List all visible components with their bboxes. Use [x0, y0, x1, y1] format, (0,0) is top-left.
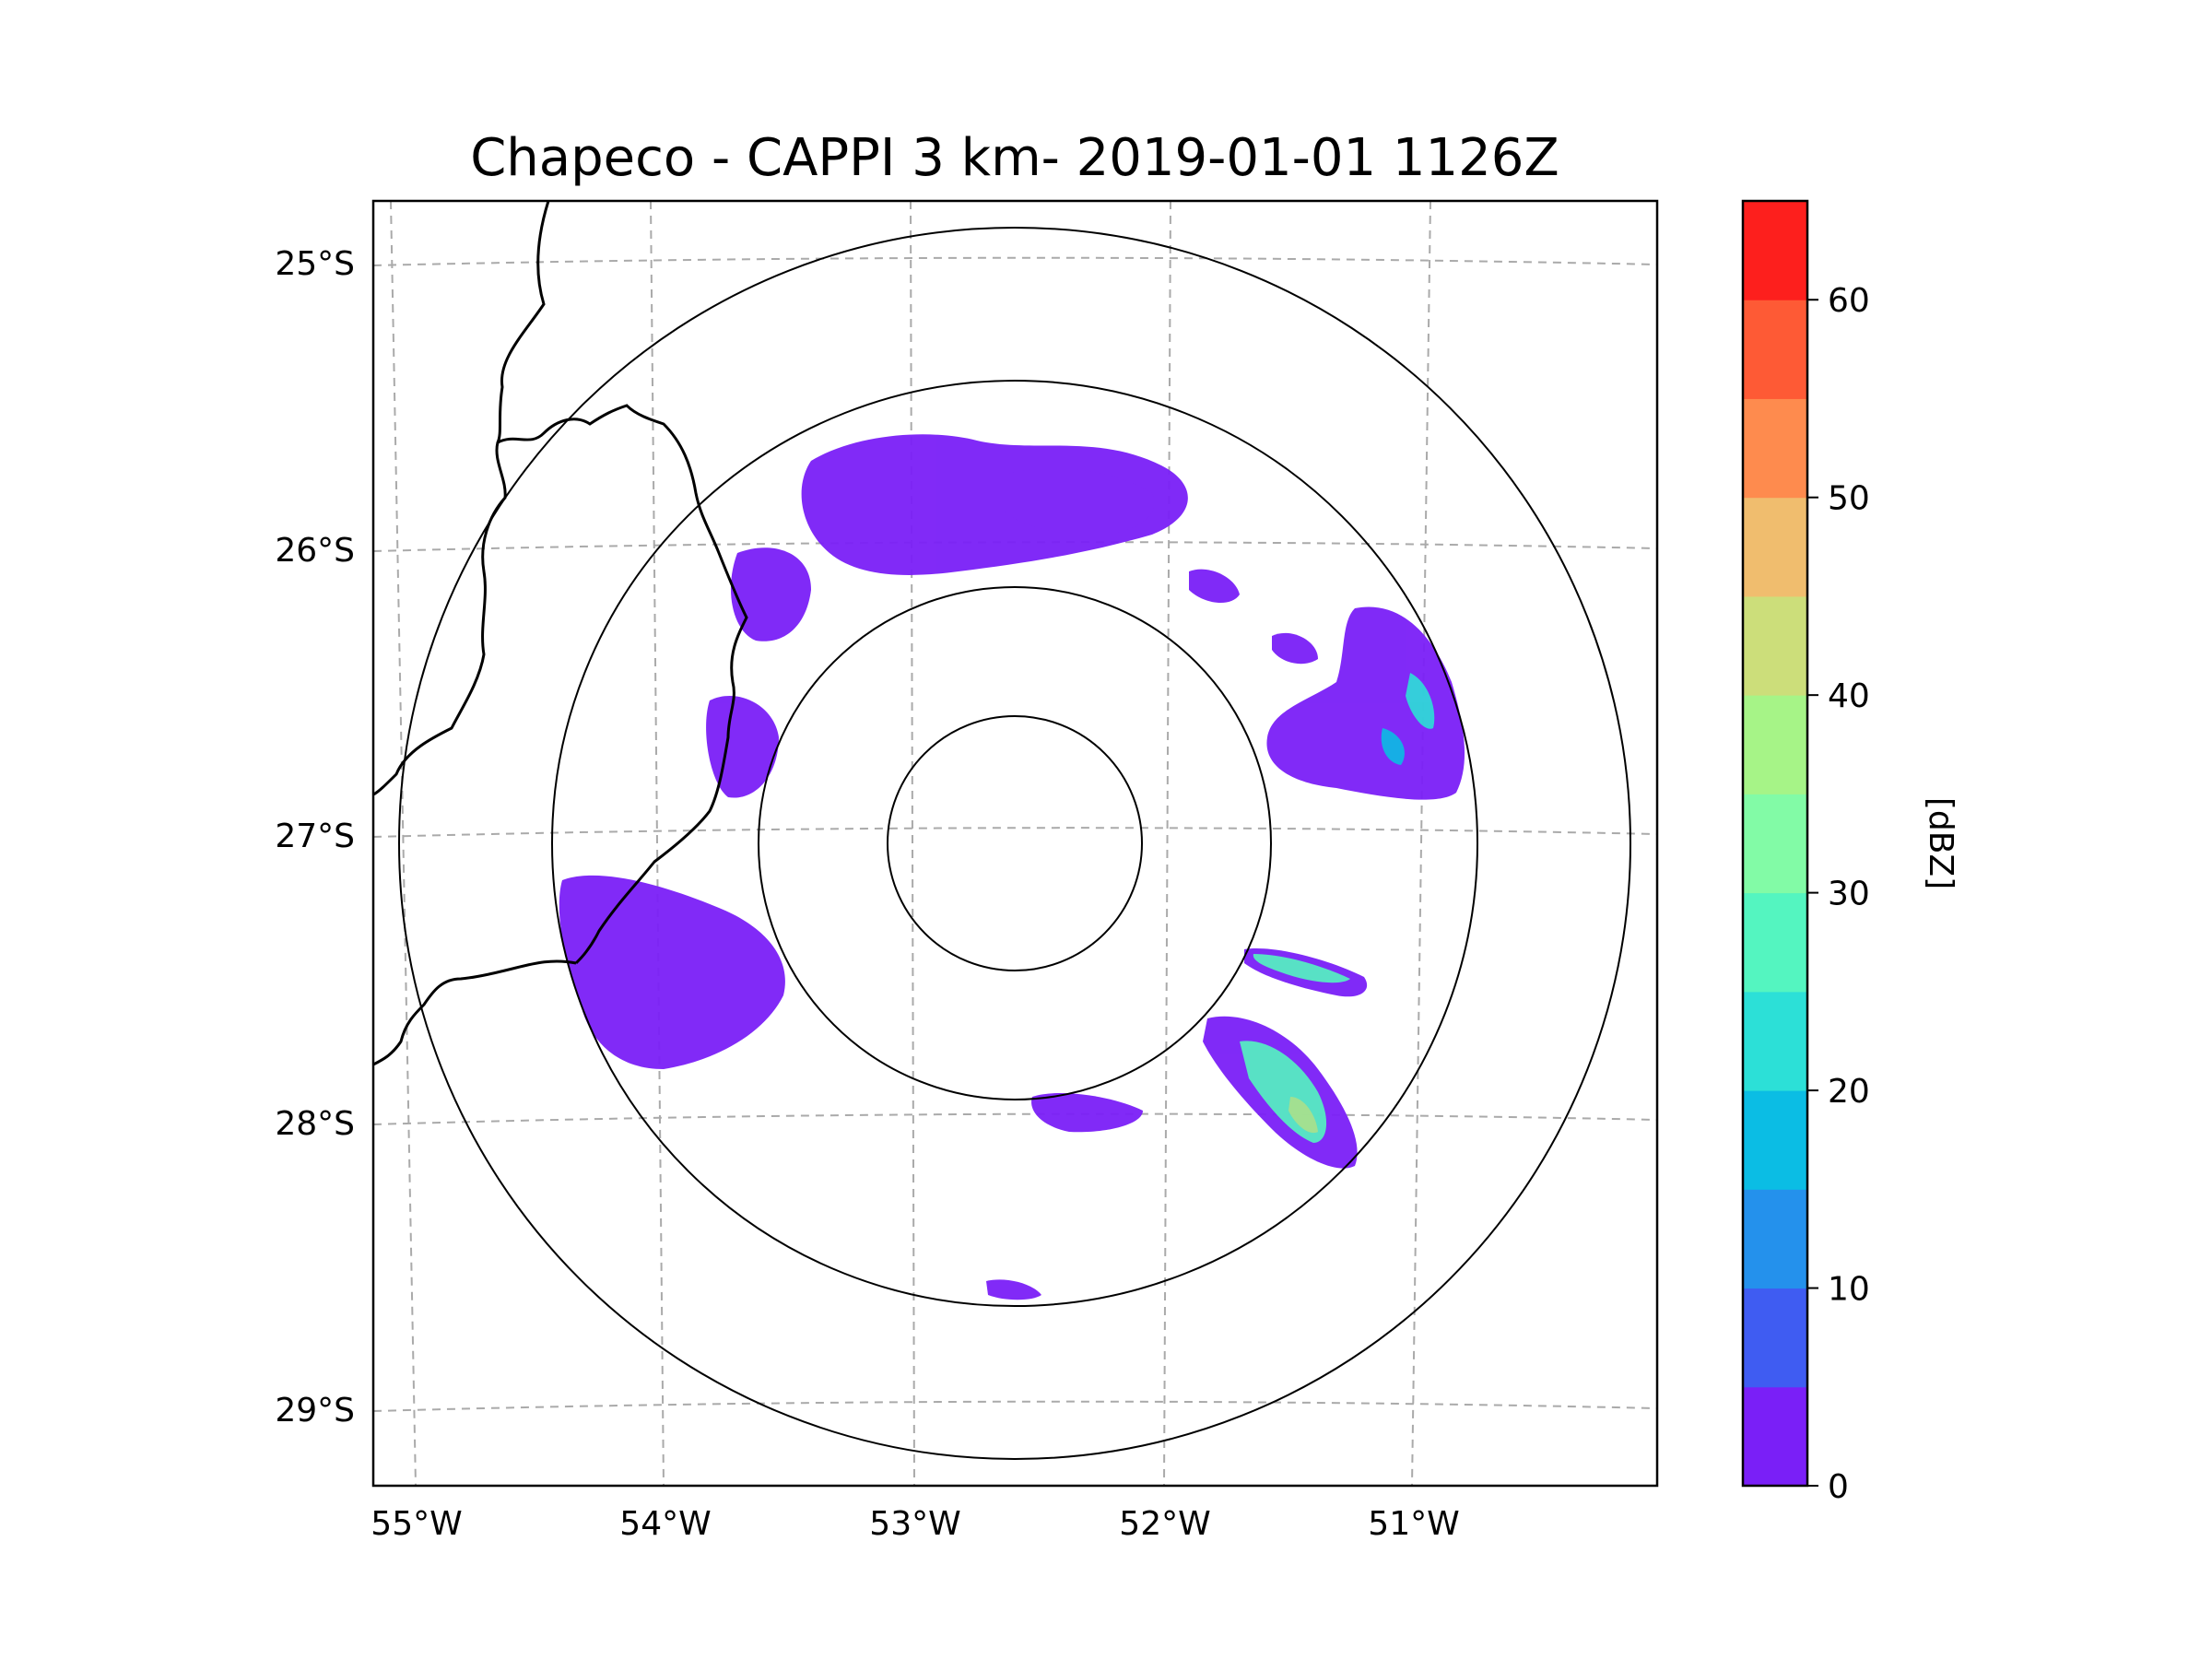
echo-band-core — [1253, 954, 1350, 983]
parallel-27s — [373, 827, 1657, 838]
range-ring-1 — [887, 715, 1143, 971]
lon-label-54w: 54°W — [619, 1505, 711, 1543]
lon-label-53w: 53°W — [869, 1505, 960, 1543]
colorbar-segment — [1743, 201, 1807, 300]
echo-east-core-2 — [1381, 728, 1405, 765]
meridian-54w — [650, 201, 665, 1486]
lat-label-28s: 28°S — [275, 1105, 355, 1143]
range-ring-4 — [398, 227, 1631, 1460]
colorbar-tick-label: 10 — [1828, 1271, 1870, 1309]
radar-echoes-high — [1240, 673, 1435, 1143]
parallel-29s — [373, 1400, 1657, 1412]
meridian-55w — [390, 201, 417, 1486]
lon-axis-labels: 55°W 54°W 53°W 52°W 51°W — [371, 1505, 1459, 1543]
border-sc-state-north — [497, 404, 748, 965]
colorbar-segment — [1743, 695, 1807, 794]
lon-label-51w: 51°W — [1368, 1505, 1459, 1543]
parallel-25s — [373, 256, 1657, 266]
colorbar-frame — [1741, 199, 1809, 1488]
meridian-52w — [1163, 201, 1171, 1486]
colorbar-segment — [1743, 794, 1807, 894]
colorbar-tick-label: 40 — [1828, 677, 1870, 715]
colorbar-segments — [1743, 201, 1807, 1487]
map-panel — [371, 199, 1659, 1488]
echo-se-peak — [1288, 1097, 1318, 1134]
colorbar-tick-label: 50 — [1828, 480, 1870, 518]
colorbar-segment — [1743, 1189, 1807, 1289]
political-borders — [373, 201, 748, 1066]
lat-label-26s: 26°S — [275, 532, 355, 570]
colorbar-segment — [1743, 497, 1807, 597]
radar-echoes-low — [559, 434, 1465, 1300]
map-frame — [371, 199, 1659, 1488]
echo-north-core — [1005, 467, 1155, 535]
colorbar-segment — [1743, 892, 1807, 993]
meridian-51w — [1411, 201, 1431, 1486]
echo-east-cluster — [1266, 606, 1465, 800]
range-ring-2 — [758, 586, 1272, 1100]
echo-east-core — [1406, 673, 1435, 729]
echo-northwest — [730, 547, 811, 641]
colorbar-segment — [1743, 595, 1807, 696]
lon-label-52w: 52°W — [1119, 1505, 1210, 1543]
colorbar-tick-label: 0 — [1828, 1468, 1849, 1506]
parallel-28s — [373, 1112, 1657, 1125]
echo-southwest-main — [559, 875, 785, 1069]
lat-label-25s: 25°S — [275, 245, 355, 283]
colorbar-tick-label: 20 — [1828, 1073, 1870, 1111]
colorbar-ticks: 0 10 20 30 40 50 60 — [1807, 282, 1870, 1506]
echo-east-2 — [1272, 632, 1318, 665]
range-ring-3 — [551, 380, 1478, 1307]
colorbar-segment — [1743, 398, 1807, 499]
colorbar-segment — [1743, 1090, 1807, 1190]
border-argentina-brazil-west — [373, 201, 550, 796]
colorbar-label: [dBZ] — [1922, 797, 1959, 889]
echo-south-1 — [1031, 1092, 1143, 1133]
colorbar-tick-label: 60 — [1828, 282, 1870, 320]
colorbar: 0 10 20 30 40 50 60 [dBZ] — [1741, 199, 1959, 1506]
range-rings — [398, 227, 1631, 1460]
colorbar-segment — [1743, 1386, 1807, 1487]
echo-northeast-1 — [1189, 569, 1240, 604]
lon-label-55w: 55°W — [371, 1505, 462, 1543]
lat-axis-labels: 25°S 26°S 27°S 28°S 29°S — [275, 245, 355, 1430]
lat-label-29s: 29°S — [275, 1392, 355, 1430]
echo-south-2 — [986, 1279, 1041, 1300]
colorbar-segment — [1743, 300, 1807, 399]
echo-west-1 — [706, 695, 779, 798]
meridian-53w — [910, 201, 915, 1486]
lat-label-27s: 27°S — [275, 818, 355, 855]
echo-north-band — [801, 434, 1188, 575]
map-title: Chapeco - CAPPI 3 km- 2019-01-01 1126Z — [470, 128, 1559, 188]
colorbar-segment — [1743, 1288, 1807, 1388]
colorbar-segment — [1743, 991, 1807, 1091]
border-rs-sc-state — [373, 959, 577, 1066]
colorbar-tick-label: 30 — [1828, 876, 1870, 913]
